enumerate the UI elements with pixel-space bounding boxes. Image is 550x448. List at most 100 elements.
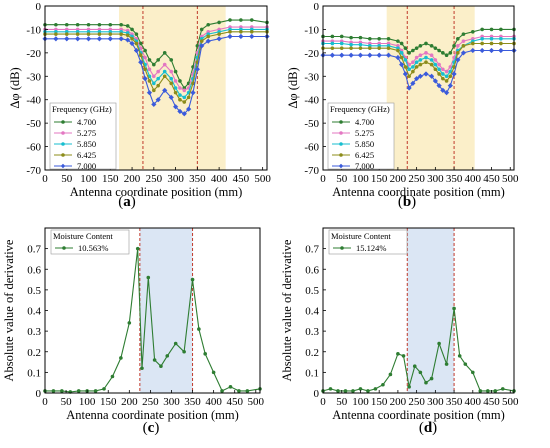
y-tick-label: 0.7 [305, 244, 319, 256]
data-point [85, 36, 92, 42]
chart-panel-c: 0 50 100 150 200 250 300 350 400 450 500 0 0.1 0.2 0.3… [2, 227, 265, 436]
data-point [471, 370, 475, 375]
series-line-1 [322, 308, 515, 392]
data-point [441, 67, 445, 72]
data-point [440, 87, 446, 94]
data-point [178, 86, 182, 90]
data-point [376, 52, 382, 58]
data-point [182, 100, 187, 104]
data-point [358, 42, 363, 47]
y-tick-label: -40 [26, 95, 41, 107]
data-point [228, 385, 233, 389]
data-point [381, 382, 385, 387]
legend: Moisture Content 15.124% [328, 229, 408, 255]
data-point [135, 246, 140, 251]
y-tick-label: 0.6 [27, 264, 41, 276]
data-point [129, 40, 135, 47]
data-point [418, 62, 423, 67]
series-line-1 [45, 248, 261, 393]
x-tick-label: 400 [465, 396, 482, 408]
data-point [351, 389, 355, 393]
y-tick-label: -50 [26, 118, 41, 130]
legend-marker [339, 142, 343, 146]
data-point [195, 44, 200, 48]
data-point [156, 69, 160, 74]
x-tick-label: 250 [146, 173, 163, 185]
legend-box [49, 102, 117, 170]
x-tick-label: 350 [446, 173, 463, 185]
data-point [424, 60, 428, 65]
y-tick-label: 0.4 [27, 306, 41, 318]
data-point [339, 52, 345, 58]
data-point [53, 36, 59, 42]
legend-marker [61, 142, 65, 146]
y-axis-label: Absolute value of derivative [2, 239, 16, 381]
data-point [249, 29, 254, 34]
data-point [407, 62, 411, 67]
data-point [328, 387, 333, 391]
data-point [411, 60, 415, 65]
data-point [489, 27, 494, 32]
data-point [138, 59, 144, 65]
data-point [74, 36, 81, 42]
y-tick-label: -30 [304, 71, 319, 83]
data-point [348, 52, 354, 58]
data-point [411, 69, 415, 74]
data-point [479, 47, 485, 54]
data-point [108, 22, 113, 27]
data-point [199, 43, 205, 49]
data-point [398, 61, 405, 68]
x-tick-label: 300 [167, 173, 184, 185]
data-point [159, 364, 163, 368]
data-point [119, 356, 123, 360]
y-tick-label: 0.2 [305, 347, 319, 359]
data-point [429, 44, 434, 48]
data-point [386, 46, 391, 50]
data-point [358, 387, 363, 391]
legend-marker [338, 163, 344, 169]
y-tick-label: -70 [26, 165, 41, 177]
data-point [130, 27, 134, 32]
data-point [444, 53, 449, 57]
data-point [51, 389, 56, 393]
x-axis-label: Antenna coordinate position (mm) [66, 408, 239, 422]
data-point [249, 33, 255, 40]
y-tick-label: 0.7 [27, 244, 41, 256]
data-point [178, 93, 182, 97]
data-point [385, 52, 392, 58]
x-tick-label: 400 [465, 173, 482, 185]
data-point [330, 41, 335, 46]
legend-marker [62, 246, 66, 250]
y-tick-label: -20 [26, 48, 41, 60]
legend-marker [61, 131, 65, 135]
legend-entry: 4.700 [77, 117, 96, 127]
data-point [173, 341, 178, 346]
data-point [407, 51, 411, 55]
data-point [186, 95, 191, 100]
data-point [125, 24, 130, 28]
data-point [190, 90, 196, 96]
data-point [336, 389, 340, 393]
data-point [411, 65, 415, 69]
data-point [152, 88, 156, 93]
data-point [54, 22, 58, 27]
y-tick-label: 0.6 [305, 264, 319, 276]
legend-marker [61, 120, 65, 124]
data-point [403, 58, 408, 62]
y-tick-label: -30 [26, 71, 41, 83]
data-point [349, 35, 353, 40]
data-point [367, 52, 373, 58]
data-point [471, 41, 475, 46]
x-tick-label: 300 [427, 173, 444, 185]
data-point [418, 53, 423, 57]
data-point [156, 58, 160, 62]
data-point [134, 32, 139, 36]
data-point [249, 18, 254, 22]
x-tick-label: 100 [352, 173, 369, 185]
data-point [441, 76, 445, 81]
data-point [140, 366, 144, 371]
data-point [424, 41, 428, 46]
x-tick-label: 500 [502, 396, 519, 408]
data-point [437, 67, 441, 72]
